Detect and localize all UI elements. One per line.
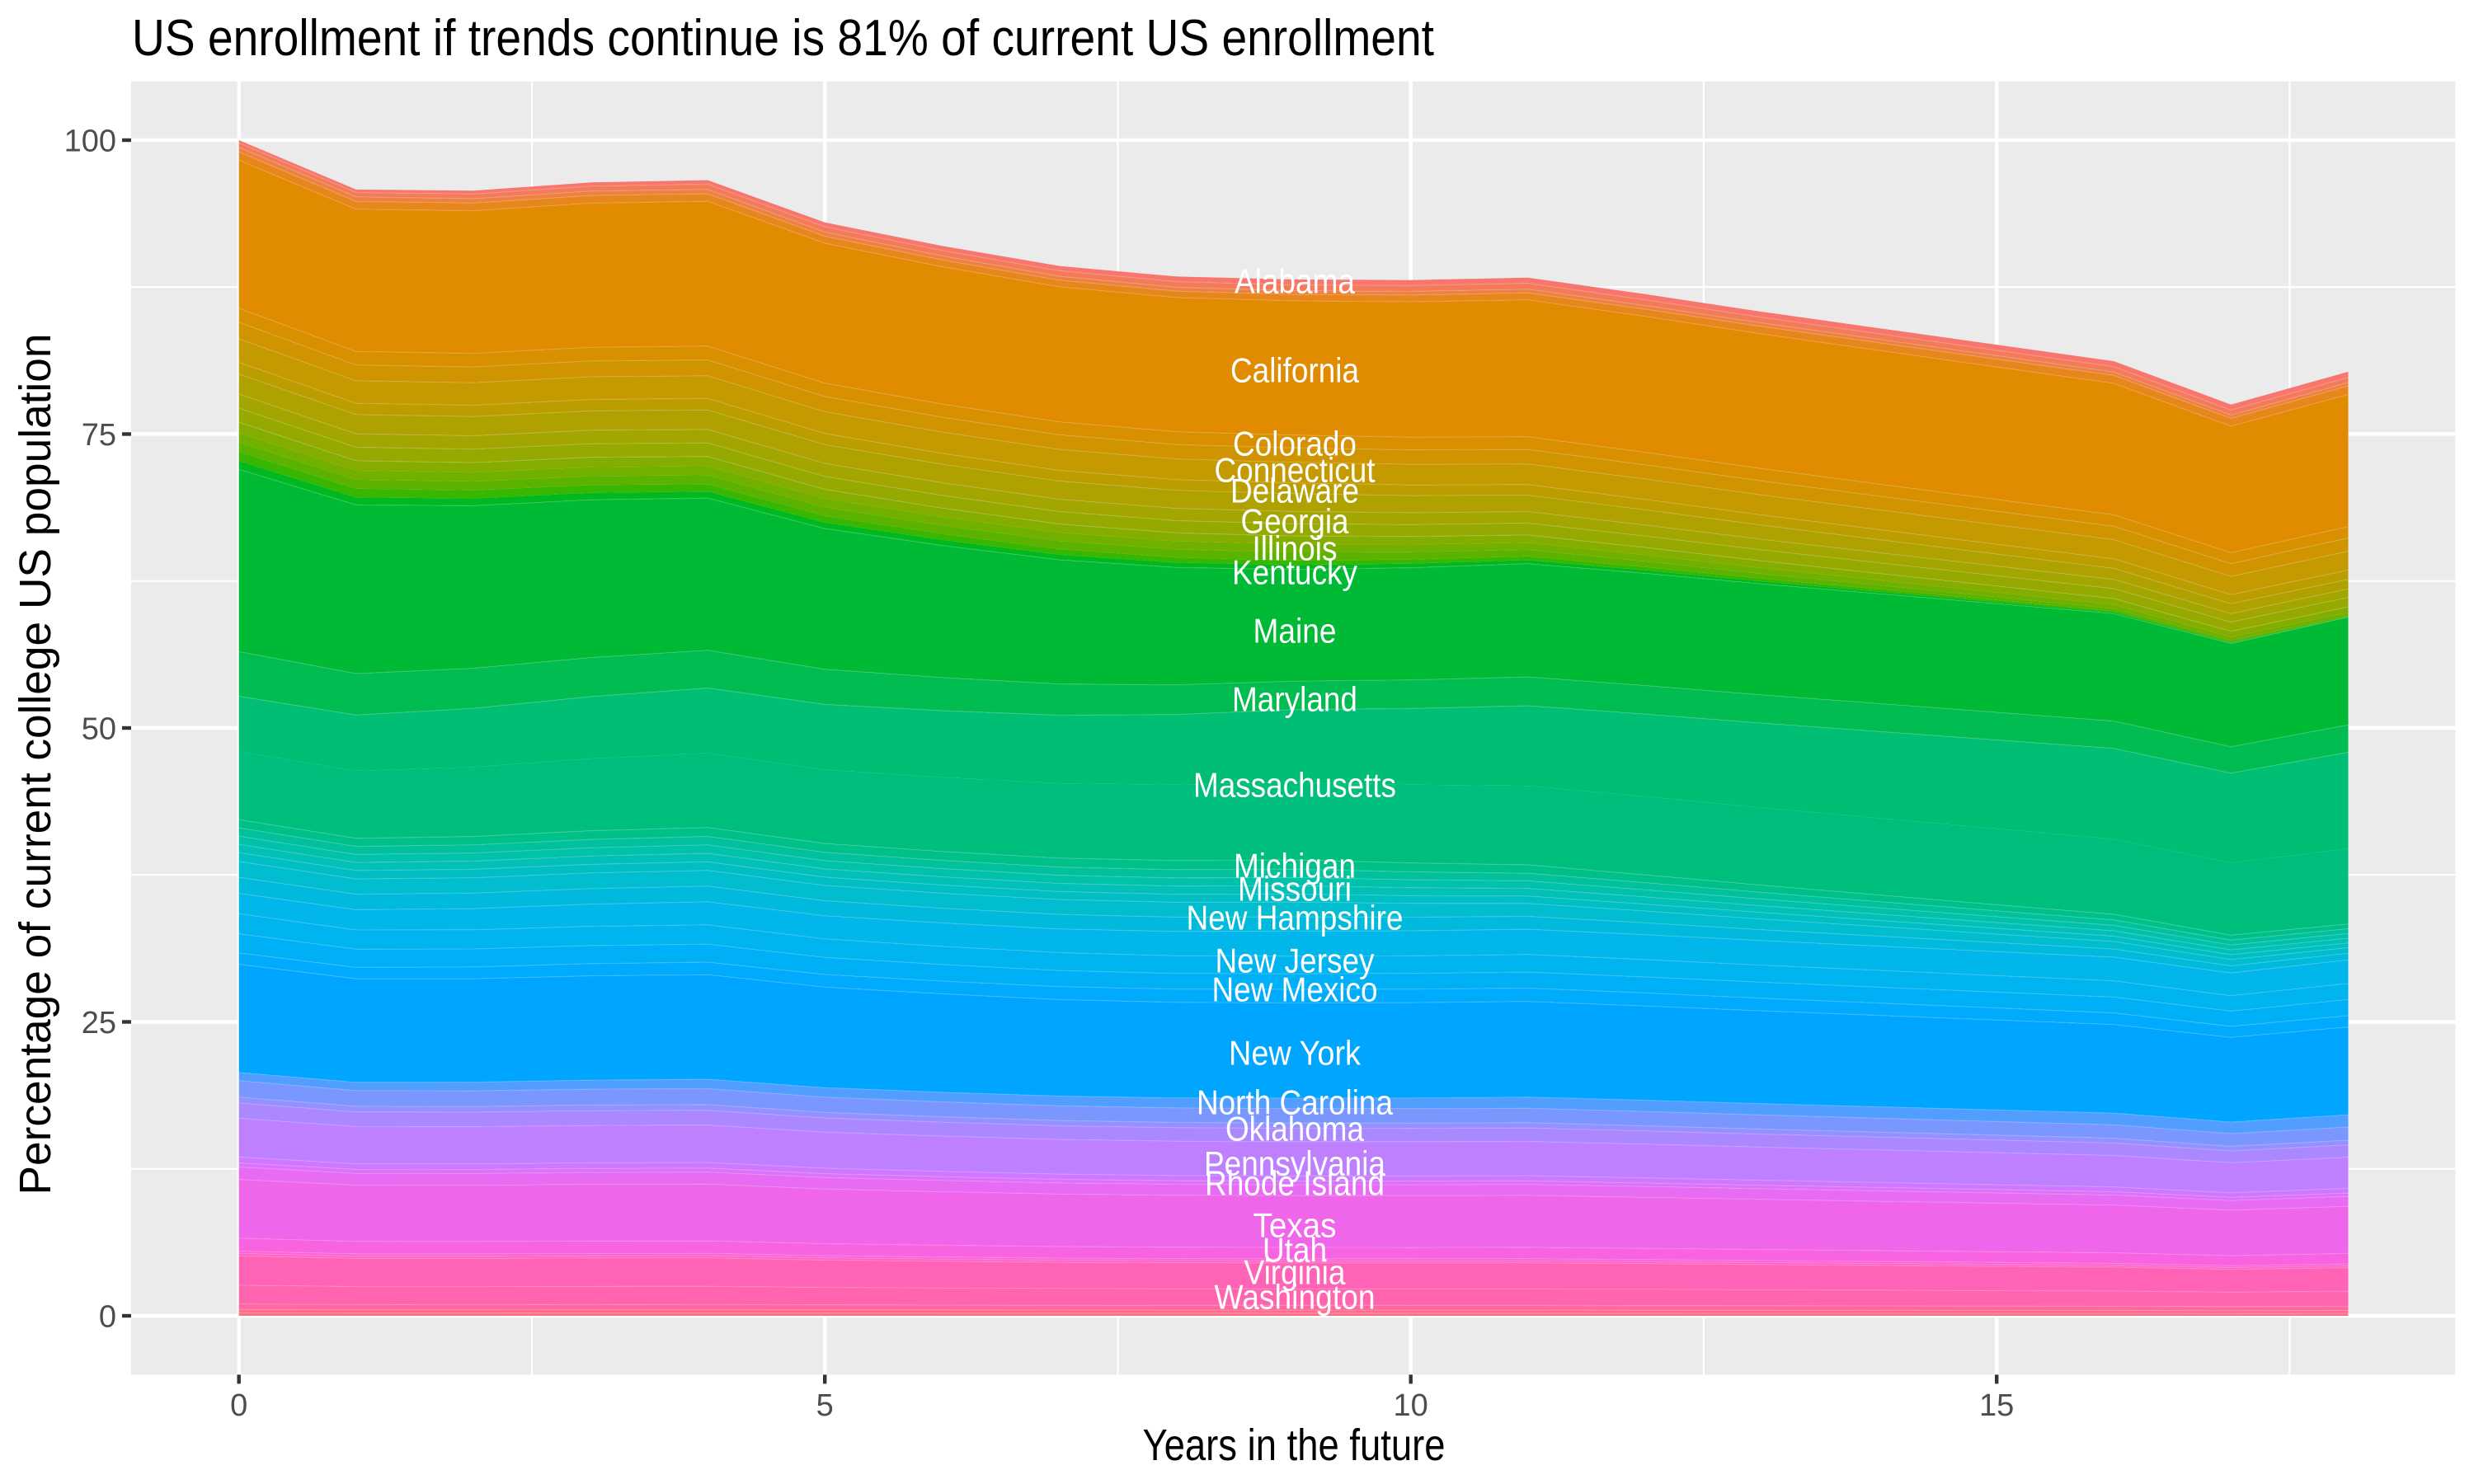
svg-text:100: 100 [64, 124, 116, 159]
svg-text:Kentucky: Kentucky [1232, 553, 1357, 592]
svg-text:Pennsylvania: Pennsylvania [1204, 1144, 1386, 1183]
svg-text:Georgia: Georgia [1241, 502, 1350, 541]
svg-text:Alabama: Alabama [1235, 262, 1356, 301]
svg-text:Illinois: Illinois [1253, 529, 1338, 568]
svg-text:US enrollment if trends contin: US enrollment if trends continue is 81% … [132, 10, 1434, 67]
svg-text:North Carolina: North Carolina [1197, 1083, 1394, 1122]
svg-text:Rhode Island: Rhode Island [1205, 1164, 1385, 1203]
svg-text:New Hampshire: New Hampshire [1187, 899, 1404, 937]
svg-text:50: 50 [82, 712, 116, 747]
svg-text:25: 25 [82, 1006, 116, 1040]
svg-text:Colorado: Colorado [1233, 425, 1357, 463]
svg-text:15: 15 [1979, 1388, 2014, 1423]
svg-text:Washington: Washington [1215, 1278, 1376, 1317]
svg-text:Percentage of current college: Percentage of current college US populat… [11, 334, 60, 1195]
svg-text:10: 10 [1394, 1388, 1428, 1423]
svg-text:Massachusetts: Massachusetts [1193, 766, 1396, 805]
svg-text:75: 75 [82, 418, 116, 453]
svg-text:5: 5 [816, 1388, 834, 1423]
svg-text:Delaware: Delaware [1230, 472, 1359, 510]
svg-text:New Mexico: New Mexico [1212, 970, 1378, 1009]
svg-text:Michigan: Michigan [1234, 847, 1356, 885]
svg-text:Utah: Utah [1263, 1231, 1327, 1270]
svg-text:0: 0 [99, 1300, 116, 1335]
svg-text:0: 0 [230, 1388, 247, 1423]
svg-text:Years in the future: Years in the future [1143, 1421, 1446, 1470]
svg-text:Oklahoma: Oklahoma [1225, 1110, 1365, 1148]
svg-text:Connecticut: Connecticut [1215, 451, 1376, 490]
svg-text:Texas: Texas [1253, 1206, 1337, 1245]
svg-text:Missouri: Missouri [1238, 870, 1352, 909]
svg-text:New York: New York [1229, 1034, 1362, 1073]
svg-text:Virginia: Virginia [1244, 1253, 1347, 1292]
svg-text:California: California [1230, 351, 1360, 390]
svg-text:New Jersey: New Jersey [1216, 942, 1375, 980]
svg-text:Maine: Maine [1253, 612, 1337, 650]
svg-text:Maryland: Maryland [1232, 680, 1357, 719]
